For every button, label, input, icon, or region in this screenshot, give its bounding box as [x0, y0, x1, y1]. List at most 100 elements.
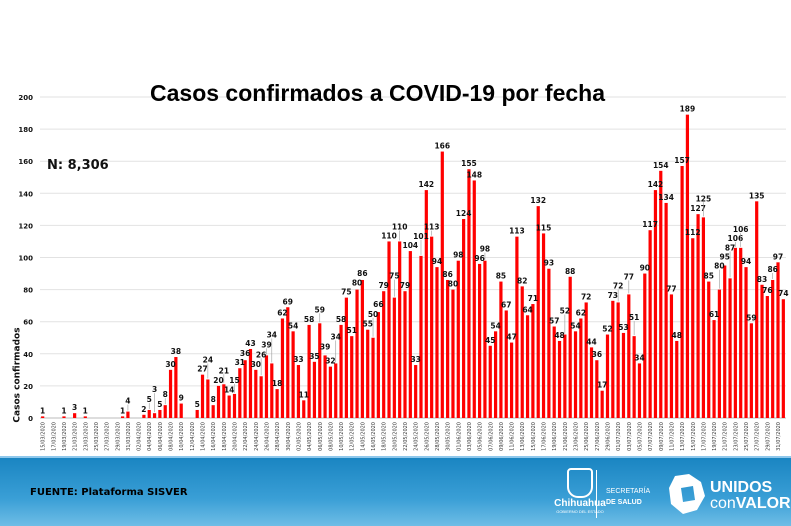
- data-label: 189: [680, 105, 696, 114]
- data-label: 154: [653, 161, 669, 170]
- data-label: 67: [501, 300, 511, 309]
- data-label: 33: [293, 355, 303, 364]
- x-tick-label: 19/06/2020: [552, 422, 558, 451]
- x-tick-label: 04/04/2020: [147, 422, 153, 451]
- x-tick-label: 15/07/2020: [691, 422, 697, 451]
- bar: [520, 286, 524, 418]
- data-label: 58: [336, 315, 346, 324]
- bar: [147, 409, 151, 418]
- data-label: 50: [368, 310, 378, 319]
- bar: [414, 365, 418, 418]
- data-label: 57: [549, 317, 559, 326]
- x-tick-label: 21/06/2020: [563, 422, 569, 451]
- x-tick-label: 11/06/2020: [510, 422, 516, 451]
- data-label: 97: [773, 252, 783, 261]
- data-label: 44: [586, 337, 596, 346]
- data-label: 115: [536, 223, 552, 232]
- data-label: 39: [320, 342, 330, 351]
- bar: [637, 363, 642, 418]
- bar: [525, 315, 530, 418]
- bar: [73, 413, 77, 418]
- data-label: 77: [624, 272, 634, 281]
- data-label: 52: [560, 307, 570, 316]
- data-label: 72: [581, 292, 591, 301]
- bar: [275, 389, 279, 418]
- data-label: 39: [261, 340, 271, 349]
- bar: [408, 251, 412, 418]
- y-tick-label: 20: [23, 383, 33, 391]
- bar: [254, 369, 258, 418]
- x-tick-label: 16/04/2020: [211, 422, 217, 451]
- bar: [462, 218, 466, 418]
- data-label: 117: [642, 220, 658, 229]
- bar: [685, 114, 690, 418]
- data-label: 8: [163, 390, 168, 399]
- bar: [243, 360, 247, 418]
- y-tick-label: 40: [23, 351, 33, 359]
- source-text: FUENTE: Plataforma SISVER: [30, 487, 188, 498]
- bar: [206, 379, 210, 418]
- x-tick-label: 14/05/2020: [360, 422, 366, 451]
- x-tick-label: 28/04/2020: [275, 422, 281, 451]
- data-label: 125: [696, 194, 712, 203]
- data-label: 61: [709, 310, 719, 319]
- bar: [467, 169, 471, 418]
- data-label: 30: [251, 360, 261, 369]
- bar: [179, 403, 183, 418]
- x-tick-label: 18/04/2020: [222, 422, 228, 451]
- bar: [344, 297, 348, 418]
- bar: [387, 241, 391, 418]
- bar: [419, 255, 423, 418]
- bar: [781, 299, 785, 418]
- data-label: 59: [315, 305, 325, 314]
- bar: [627, 294, 631, 418]
- bar: [403, 291, 407, 418]
- data-label: 94: [741, 257, 751, 266]
- data-label: 47: [506, 333, 516, 342]
- x-tick-label: 15/03/2020: [41, 422, 47, 451]
- x-tick-label: 16/05/2020: [371, 422, 377, 451]
- x-tick-label: 03/06/2020: [467, 422, 473, 451]
- footer-banner: FUENTE: Plataforma SISVER Chihuahua GOBI…: [0, 458, 791, 526]
- bar: [691, 238, 695, 418]
- data-label: 76: [762, 286, 772, 295]
- data-label: 88: [565, 267, 575, 276]
- data-label: 135: [749, 191, 765, 200]
- data-label: 38: [171, 347, 181, 356]
- bar: [515, 236, 519, 418]
- bar: [62, 416, 66, 418]
- data-label: 82: [517, 276, 527, 285]
- bar: [355, 289, 359, 418]
- data-label: 106: [733, 225, 749, 234]
- bar: [307, 324, 311, 418]
- x-tick-label: 08/05/2020: [328, 422, 334, 451]
- x-tick-label: 07/07/2020: [648, 422, 654, 451]
- bar: [701, 217, 706, 418]
- x-tick-label: 10/04/2020: [179, 422, 185, 451]
- bar: [259, 376, 263, 418]
- bar: [451, 289, 455, 418]
- data-label: 79: [400, 281, 410, 290]
- data-label: 64: [522, 305, 532, 314]
- bar: [312, 361, 317, 418]
- data-label: 142: [418, 180, 434, 189]
- data-label: 18: [272, 379, 282, 388]
- bar: [541, 233, 546, 418]
- data-label: 17: [597, 381, 607, 390]
- bar: [200, 374, 205, 418]
- data-label: 87: [725, 243, 735, 252]
- data-label: 45: [485, 336, 495, 345]
- data-label: 5: [195, 400, 200, 409]
- bar: [669, 294, 674, 418]
- x-tick-label: 02/04/2020: [137, 422, 143, 451]
- data-label: 73: [608, 291, 618, 300]
- data-label: 83: [757, 275, 767, 284]
- bar: [270, 363, 274, 418]
- bar: [227, 395, 231, 418]
- data-label: 58: [304, 315, 314, 324]
- x-tick-label: 06/05/2020: [318, 422, 324, 451]
- x-tick-label: 11/07/2020: [669, 422, 675, 451]
- data-label: 36: [240, 349, 250, 358]
- data-label: 54: [490, 321, 500, 330]
- data-label: 54: [570, 321, 580, 330]
